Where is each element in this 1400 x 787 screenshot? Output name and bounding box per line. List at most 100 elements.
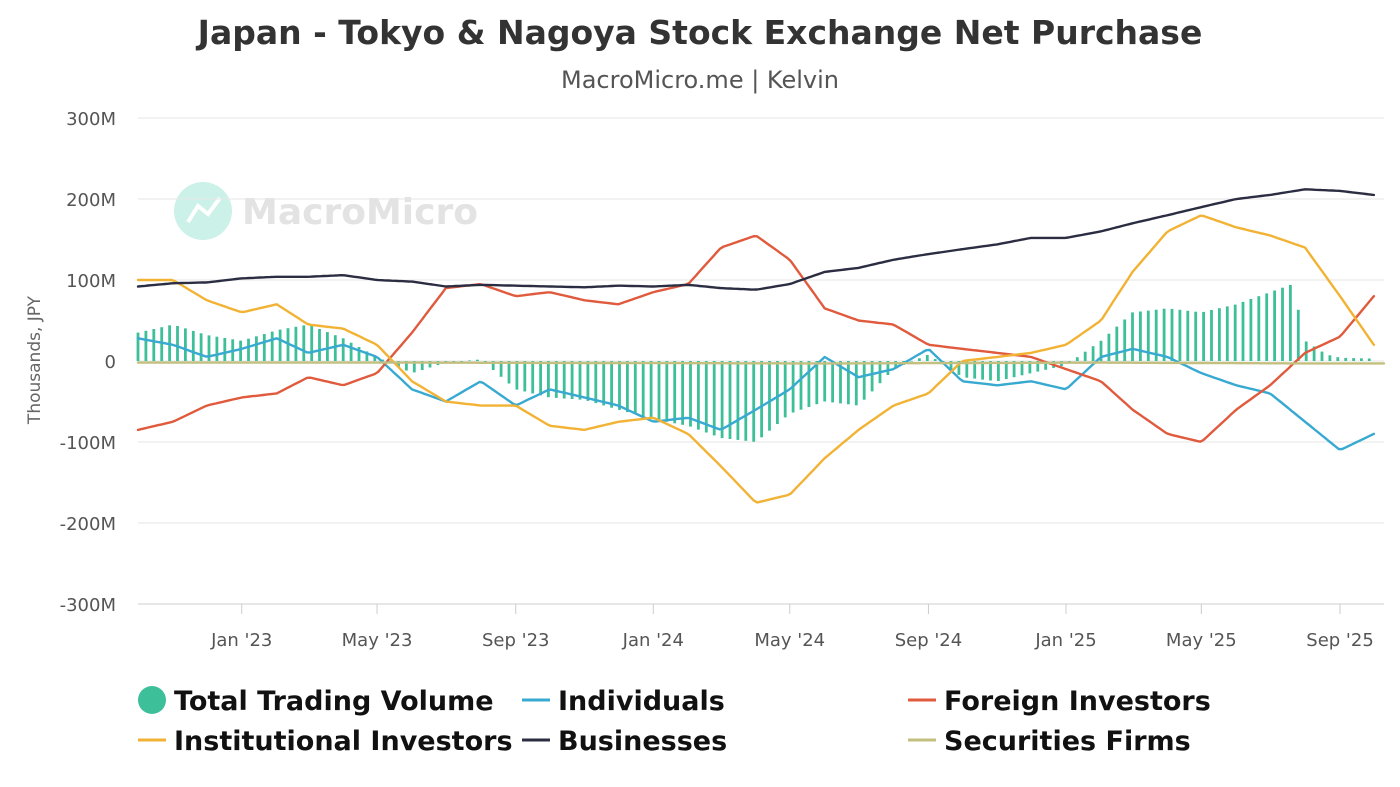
bar-total-trading-volume-72	[704, 361, 708, 433]
legend-label: Securities Firms	[944, 726, 1191, 757]
bar-total-trading-volume-8	[199, 333, 203, 361]
y-tick-label: -100M	[60, 433, 116, 454]
bar-total-trading-volume-79	[760, 361, 763, 438]
bar-total-trading-volume-6	[184, 328, 187, 361]
bar-total-trading-volume-67	[665, 361, 669, 422]
bar-total-trading-volume-24	[326, 332, 329, 361]
bar-total-trading-volume-89	[839, 361, 842, 404]
legend[interactable]: Total Trading Volume Individuals Foreign I…	[138, 686, 1211, 757]
watermark-logo: MacroMicro	[174, 182, 478, 240]
legend-label: Businesses	[558, 726, 727, 757]
bar-total-trading-volume-74	[720, 361, 724, 439]
bar-total-trading-volume-40	[452, 361, 456, 362]
bar-total-trading-volume-109	[997, 361, 1000, 381]
bar-total-trading-volume-81	[776, 361, 779, 424]
bar-total-trading-volume-68	[673, 361, 677, 424]
bar-total-trading-volume-54	[562, 361, 566, 399]
line-businesses	[136, 188, 1376, 291]
bar-total-trading-volume-13	[239, 340, 242, 361]
bar-total-trading-volume-143	[1265, 293, 1269, 361]
bar-total-trading-volume-151	[1328, 355, 1332, 361]
bar-total-trading-volume-114	[1036, 361, 1040, 372]
bar-total-trading-volume-154	[1352, 358, 1355, 361]
bar-total-trading-volume-152	[1336, 357, 1340, 361]
legend-label: Foreign Investors	[944, 686, 1211, 717]
bar-total-trading-volume-140	[1241, 301, 1245, 361]
bar-total-trading-volume-113	[1028, 361, 1032, 374]
bar-total-trading-volume-107	[981, 361, 984, 380]
bar-total-trading-volume-93	[870, 361, 874, 392]
bar-total-trading-volume-2	[152, 329, 156, 361]
bar-total-trading-volume-66	[657, 361, 661, 421]
bar-total-trading-volume-42	[468, 360, 471, 361]
legend-item-individuals[interactable]: Individuals	[522, 686, 725, 717]
bar-total-trading-volume-99	[918, 358, 921, 361]
bar-total-trading-volume-100	[925, 355, 929, 361]
legend-item-institutional-investors[interactable]: Institutional Investors	[138, 726, 513, 757]
bar-total-trading-volume-14	[247, 338, 250, 361]
x-axis-ticks: Jan '23 May '23 Sep '23 Jan '24 May '24 Sep '…	[210, 604, 1374, 651]
bar-total-trading-volume-41	[460, 361, 463, 362]
bar-total-trading-volume-73	[712, 361, 716, 436]
legend-item-securities-firms[interactable]: Securities Firms	[908, 726, 1191, 757]
bar-total-trading-volume-36	[420, 361, 424, 370]
bar-total-trading-volume-35	[412, 361, 416, 373]
bar-total-trading-volume-3	[160, 327, 164, 361]
bar-total-trading-volume-46	[499, 361, 503, 377]
x-tick-label: Jan '25	[1034, 630, 1096, 651]
bar-total-trading-volume-51	[539, 361, 542, 396]
bar-total-trading-volume-85	[807, 361, 811, 407]
bar-total-trading-volume-56	[578, 361, 582, 400]
legend-item-businesses[interactable]: Businesses	[522, 726, 727, 757]
bar-total-trading-volume-147	[1296, 309, 1300, 361]
bar-total-trading-volume-133	[1186, 310, 1190, 361]
bar-total-trading-volume-52	[547, 361, 550, 398]
bar-total-trading-volume-103	[949, 361, 953, 370]
bar-total-trading-volume-87	[823, 361, 827, 402]
bar-total-trading-volume-119	[1075, 357, 1079, 361]
bar-total-trading-volume-69	[681, 361, 684, 425]
line-individuals	[136, 337, 1376, 451]
bar-total-trading-volume-123	[1107, 333, 1111, 361]
bar-total-trading-volume-49	[523, 361, 527, 392]
bar-total-trading-volume-48	[515, 361, 519, 390]
legend-label: Total Trading Volume	[174, 686, 494, 717]
bar-total-trading-volume-31	[381, 359, 385, 361]
bar-total-trading-volume-127	[1139, 311, 1142, 361]
bar-total-trading-volume-37	[428, 361, 432, 368]
bar-total-trading-volume-115	[1044, 361, 1048, 370]
bar-total-trading-volume-27	[349, 342, 353, 361]
bar-total-trading-volume-59	[602, 361, 606, 406]
bar-total-trading-volume-139	[1233, 304, 1237, 361]
bar-total-trading-volume-95	[886, 361, 890, 375]
bar-series-total-trading-volume	[136, 284, 1371, 442]
bar-total-trading-volume-33	[397, 361, 400, 367]
bar-total-trading-volume-145	[1281, 287, 1284, 361]
watermark-logo-mark	[186, 196, 222, 224]
bar-total-trading-volume-156	[1367, 358, 1371, 361]
legend-symbol	[138, 686, 166, 714]
bar-total-trading-volume-135	[1202, 311, 1205, 361]
legend-item-total-trading-volume[interactable]: Total Trading Volume	[138, 686, 494, 717]
legend-item-foreign-investors[interactable]: Foreign Investors	[908, 686, 1211, 717]
x-tick-label: May '25	[1166, 630, 1237, 651]
bar-total-trading-volume-10	[215, 336, 219, 361]
bar-total-trading-volume-88	[831, 361, 834, 403]
bar-total-trading-volume-131	[1170, 308, 1174, 361]
bar-total-trading-volume-64	[641, 361, 645, 417]
y-tick-label: 100M	[66, 271, 116, 292]
bar-total-trading-volume-153	[1344, 357, 1348, 361]
legend-label: Institutional Investors	[174, 726, 513, 757]
x-tick-label: May '23	[342, 630, 413, 651]
bar-total-trading-volume-136	[1210, 310, 1213, 361]
bar-total-trading-volume-16	[262, 334, 266, 361]
y-tick-label: 0	[105, 352, 116, 373]
bar-total-trading-volume-132	[1178, 309, 1182, 361]
bar-total-trading-volume-150	[1320, 351, 1324, 361]
chart-title: Japan - Tokyo & Nagoya Stock Exchange Ne…	[196, 13, 1203, 52]
bar-total-trading-volume-1	[144, 330, 148, 361]
bar-total-trading-volume-110	[1004, 361, 1008, 380]
x-tick-label: Jan '23	[210, 630, 272, 651]
bar-total-trading-volume-0	[136, 332, 140, 361]
